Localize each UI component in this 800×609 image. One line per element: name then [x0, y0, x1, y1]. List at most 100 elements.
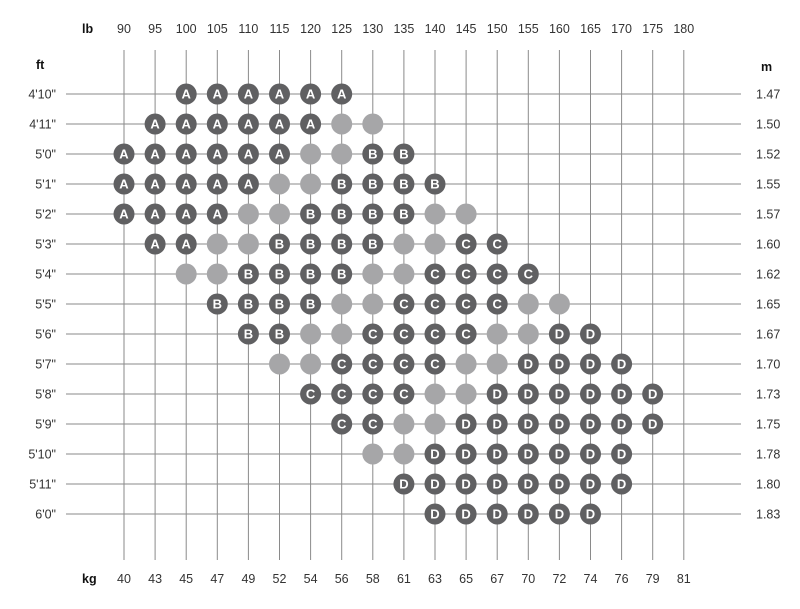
dot-circle — [486, 473, 508, 495]
lb-tick-label: 125 — [331, 22, 352, 36]
dot-circle — [424, 293, 446, 315]
dot-letter: A — [244, 147, 254, 162]
dot-letter: A — [213, 117, 223, 132]
dot-letter: D — [586, 447, 595, 462]
dot-circle — [206, 263, 228, 285]
dot-circle — [113, 143, 135, 165]
dot-letter: D — [524, 447, 533, 462]
dot-circle — [517, 293, 539, 315]
size-dot-a: A — [144, 113, 166, 135]
dot-circle — [300, 233, 322, 255]
size-dot-blank — [393, 233, 415, 255]
dot-circle — [548, 383, 570, 405]
size-dot-d: D — [393, 473, 415, 495]
kg-tick-label: 58 — [366, 572, 380, 586]
size-dot-c: C — [362, 413, 384, 435]
dot-circle — [331, 383, 353, 405]
dot-circle — [331, 143, 353, 165]
dot-circle — [393, 323, 415, 345]
size-dot-blank — [300, 323, 322, 345]
dot-circle — [611, 413, 633, 435]
dot-circle — [580, 473, 601, 495]
dot-letter: C — [368, 387, 378, 402]
size-dot-d: D — [611, 383, 633, 405]
dot-circle — [144, 173, 166, 195]
dot-circle — [580, 383, 601, 405]
size-dot-c: C — [486, 263, 508, 285]
dot-letter: D — [648, 387, 657, 402]
dot-letter: B — [306, 207, 315, 222]
size-dot-blank — [331, 293, 353, 315]
dot-letter: B — [275, 297, 284, 312]
dot-letter: D — [617, 477, 626, 492]
ft-tick-label: 4'11" — [29, 118, 56, 132]
dot-letter: B — [275, 267, 284, 282]
dot-letter: A — [244, 87, 254, 102]
dot-letter: A — [275, 147, 285, 162]
size-dot-d: D — [611, 443, 633, 465]
size-dot-blank — [393, 263, 415, 285]
dot-letter: D — [493, 447, 502, 462]
dot-letter: A — [150, 207, 160, 222]
dot-letter: C — [399, 297, 409, 312]
dot-letter: D — [430, 447, 439, 462]
dot-letter: B — [399, 177, 408, 192]
dot-circle — [362, 353, 384, 375]
size-dot-d: D — [517, 413, 539, 435]
dot-circle — [269, 233, 290, 255]
size-dot-a: A — [175, 233, 197, 255]
size-dot-blank — [455, 203, 477, 225]
dot-letter: C — [399, 327, 409, 342]
dot-circle — [237, 233, 259, 255]
dot-circle — [206, 173, 228, 195]
dot-circle — [237, 143, 259, 165]
dot-circle — [144, 203, 166, 225]
lb-tick-label: 160 — [549, 22, 570, 36]
size-dot-blank — [300, 353, 322, 375]
size-dot-blank — [486, 353, 508, 375]
size-dot-c: C — [362, 323, 384, 345]
m-tick-label: 1.60 — [756, 238, 780, 252]
dot-circle — [331, 83, 353, 105]
size-dot-c: C — [331, 353, 353, 375]
size-dot-d: D — [642, 413, 664, 435]
size-dot-blank — [269, 173, 290, 195]
size-dot-d: D — [642, 383, 664, 405]
dot-letter: A — [306, 117, 316, 132]
m-tick-label: 1.55 — [756, 178, 780, 192]
size-dot-b: B — [300, 263, 322, 285]
lb-tick-label: 90 — [117, 22, 131, 36]
ft-axis-unit: ft — [36, 58, 45, 72]
dot-circle — [424, 173, 446, 195]
size-dot-c: C — [424, 323, 446, 345]
dot-circle — [206, 83, 228, 105]
dot-letter: B — [306, 237, 315, 252]
dot-circle — [175, 263, 197, 285]
dot-circle — [175, 203, 197, 225]
dot-circle — [393, 293, 415, 315]
dot-circle — [611, 353, 633, 375]
dot-letter: A — [213, 87, 223, 102]
kg-tick-label: 52 — [273, 572, 287, 586]
size-dot-blank — [331, 323, 353, 345]
dot-letter: D — [586, 477, 595, 492]
size-dot-d: D — [486, 473, 508, 495]
dot-letter: C — [368, 417, 378, 432]
size-dot-a: A — [269, 143, 290, 165]
size-dot-d: D — [580, 383, 601, 405]
lb-tick-label: 105 — [207, 22, 228, 36]
dot-letter: D — [461, 507, 470, 522]
size-dot-blank — [300, 173, 322, 195]
dot-letter: C — [493, 237, 503, 252]
size-dot-blank — [331, 113, 353, 135]
m-tick-label: 1.67 — [756, 328, 780, 342]
dot-circle — [300, 353, 322, 375]
size-dot-a: A — [206, 173, 228, 195]
dot-letter: D — [399, 477, 408, 492]
dot-letter: B — [244, 267, 253, 282]
size-dot-blank — [206, 263, 228, 285]
dot-circle — [424, 443, 446, 465]
ft-tick-label: 5'2" — [35, 208, 56, 222]
dot-letter: C — [430, 327, 440, 342]
